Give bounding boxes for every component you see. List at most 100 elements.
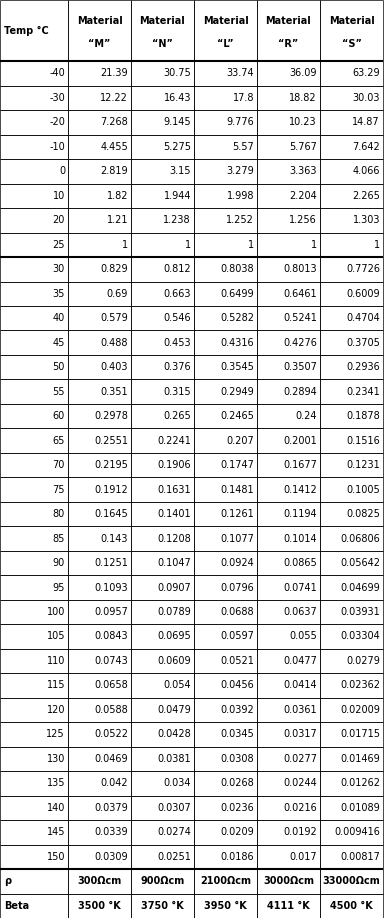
Bar: [68, 551, 131, 576]
Text: 0.3507: 0.3507: [283, 363, 317, 372]
Bar: [320, 306, 383, 330]
Bar: [257, 526, 320, 551]
Bar: [257, 698, 320, 722]
Text: 0.0456: 0.0456: [220, 680, 254, 690]
Bar: [257, 551, 320, 576]
Bar: [257, 869, 320, 893]
Text: 100: 100: [47, 607, 65, 617]
Bar: [257, 208, 320, 232]
Bar: [0, 477, 68, 502]
Text: 0.1412: 0.1412: [283, 485, 317, 495]
Text: 1.238: 1.238: [163, 216, 191, 225]
Bar: [257, 845, 320, 869]
Text: 0.05642: 0.05642: [340, 558, 380, 568]
Text: 45: 45: [53, 338, 65, 348]
Text: 0.02009: 0.02009: [340, 705, 380, 715]
Text: 115: 115: [47, 680, 65, 690]
Text: 0.02362: 0.02362: [340, 680, 380, 690]
Text: 17.8: 17.8: [233, 93, 254, 103]
Bar: [257, 306, 320, 330]
Bar: [194, 477, 257, 502]
Bar: [194, 649, 257, 673]
Bar: [257, 62, 320, 85]
Text: 0.1747: 0.1747: [220, 460, 254, 470]
Bar: [320, 722, 383, 746]
Bar: [0, 746, 68, 771]
Text: 0.0236: 0.0236: [220, 803, 254, 812]
Bar: [257, 184, 320, 208]
Text: 30: 30: [53, 264, 65, 274]
Text: Material: Material: [77, 17, 122, 27]
Text: 0.0274: 0.0274: [157, 827, 191, 837]
Bar: [257, 135, 320, 159]
Bar: [68, 649, 131, 673]
Text: 30.03: 30.03: [353, 93, 380, 103]
Bar: [257, 110, 320, 135]
Bar: [257, 453, 320, 477]
Bar: [131, 576, 194, 599]
Bar: [194, 453, 257, 477]
Bar: [257, 257, 320, 282]
Text: 10: 10: [53, 191, 65, 201]
Text: 120: 120: [47, 705, 65, 715]
Text: 55: 55: [52, 386, 65, 397]
Bar: [194, 845, 257, 869]
Text: 3750 °K: 3750 °K: [141, 901, 184, 911]
Bar: [68, 893, 131, 918]
Text: 0: 0: [59, 166, 65, 176]
Text: 0.1516: 0.1516: [346, 436, 380, 445]
Bar: [257, 0, 320, 62]
Bar: [320, 649, 383, 673]
Bar: [320, 746, 383, 771]
Text: 0.6009: 0.6009: [346, 289, 380, 298]
Text: 0.03304: 0.03304: [340, 632, 380, 642]
Text: 0.2551: 0.2551: [94, 436, 128, 445]
Text: 0.453: 0.453: [163, 338, 191, 348]
Bar: [194, 85, 257, 110]
Text: 0.0688: 0.0688: [220, 607, 254, 617]
Bar: [257, 404, 320, 429]
Text: 0.054: 0.054: [163, 680, 191, 690]
Text: 35: 35: [53, 289, 65, 298]
Text: 2.819: 2.819: [100, 166, 128, 176]
Text: -10: -10: [49, 142, 65, 151]
Text: 0.3705: 0.3705: [346, 338, 380, 348]
Bar: [68, 599, 131, 624]
Text: 0.06806: 0.06806: [340, 533, 380, 543]
Bar: [131, 869, 194, 893]
Text: 0.1005: 0.1005: [346, 485, 380, 495]
Bar: [320, 184, 383, 208]
Text: 130: 130: [47, 754, 65, 764]
Bar: [257, 477, 320, 502]
Text: 0.351: 0.351: [100, 386, 128, 397]
Bar: [320, 282, 383, 306]
Text: 135: 135: [47, 778, 65, 789]
Bar: [320, 159, 383, 184]
Bar: [257, 771, 320, 796]
Text: 0.265: 0.265: [163, 411, 191, 421]
Bar: [0, 893, 68, 918]
Bar: [320, 845, 383, 869]
Text: 0.7726: 0.7726: [346, 264, 380, 274]
Text: 1: 1: [311, 240, 317, 250]
Bar: [257, 673, 320, 698]
Text: 140: 140: [47, 803, 65, 812]
Text: 0.24: 0.24: [296, 411, 317, 421]
Text: 3500 °K: 3500 °K: [78, 901, 121, 911]
Text: 0.0277: 0.0277: [283, 754, 317, 764]
Bar: [194, 698, 257, 722]
Bar: [320, 379, 383, 404]
Text: 110: 110: [47, 656, 65, 666]
Text: 900Ωcm: 900Ωcm: [141, 877, 185, 886]
Bar: [68, 429, 131, 453]
Bar: [194, 722, 257, 746]
Text: 3.15: 3.15: [169, 166, 191, 176]
Bar: [131, 208, 194, 232]
Bar: [320, 796, 383, 820]
Bar: [68, 796, 131, 820]
Text: 0.2894: 0.2894: [283, 386, 317, 397]
Bar: [194, 404, 257, 429]
Bar: [0, 0, 68, 62]
Text: 33000Ωcm: 33000Ωcm: [323, 877, 380, 886]
Bar: [131, 282, 194, 306]
